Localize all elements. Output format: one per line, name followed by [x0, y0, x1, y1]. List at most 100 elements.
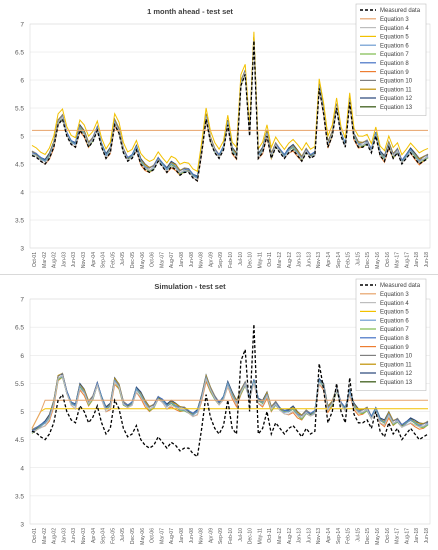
y-tick-label: 7	[20, 297, 24, 304]
legend-label: Equation 6	[380, 43, 409, 49]
x-tick-label: Jul-15	[355, 528, 361, 542]
x-tick-label: Apr-14	[326, 528, 332, 543]
x-tick-label: Jul-15	[355, 252, 361, 266]
x-tick-label: Jun-08	[189, 528, 195, 544]
x-tick-label: Nov-03	[81, 528, 87, 544]
x-tick-label: Oct-01	[32, 252, 38, 267]
x-tick-label: Sep-09	[218, 252, 224, 268]
x-tick-label: Aug-12	[287, 252, 293, 268]
x-tick-label: Jun-03	[71, 528, 77, 544]
x-tick-label: Aug-17	[404, 528, 410, 544]
legend-box	[355, 278, 427, 391]
y-tick-label: 4	[20, 190, 24, 197]
x-tick-label: Apr-09	[208, 528, 214, 543]
x-tick-label: Sep-14	[336, 528, 342, 544]
x-tick-label: Jan-13	[297, 528, 303, 544]
x-tick-label: Nov-08	[199, 528, 205, 544]
legend-label: Measured data	[380, 283, 421, 289]
y-tick-label: 6	[20, 353, 24, 360]
x-tick-label: Nov-08	[199, 252, 205, 268]
y-tick-label: 4.5	[15, 437, 24, 444]
x-tick-label: Jan-03	[61, 528, 67, 544]
y-tick-label: 5.5	[15, 106, 24, 113]
x-tick-label: May-11	[257, 252, 263, 269]
chart-simulation: Simulation - test set 3 3.5 4 4.5 5 5.5 6 6.5 7 Oc…	[15, 278, 431, 545]
x-tick-label: Jun-18	[424, 528, 430, 544]
y-tick-label: 3	[20, 522, 24, 529]
x-tick-label: Nov-03	[81, 252, 87, 268]
legend-label: Equation 13	[380, 105, 413, 111]
x-tick-label: Oct-06	[150, 528, 156, 543]
legend-label: Equation 10	[380, 354, 413, 360]
x-tick-label: Feb-15	[346, 528, 352, 544]
x-tick-label: Jan-13	[297, 252, 303, 268]
x-tick-label: Aug-07	[169, 252, 175, 268]
x-tick-label: Mar-02	[42, 528, 48, 544]
x-tick-label: May-06	[140, 528, 146, 545]
legend-label: Equation 8	[380, 336, 409, 342]
legend-label: Equation 11	[380, 362, 412, 368]
x-tick-label: Feb-10	[228, 252, 234, 268]
legend-label: Equation 4	[380, 301, 409, 307]
x-tick-label: Mar-17	[395, 252, 401, 268]
x-tick-label: Dec-05	[130, 528, 136, 544]
x-tick-label: Dec-15	[365, 528, 371, 544]
legend-box	[355, 3, 427, 116]
legend-label: Equation 13	[380, 380, 413, 386]
x-tick-label: Dec-10	[248, 528, 254, 544]
x-tick-label: Jul-05	[120, 252, 126, 266]
x-tick-label: Jan-03	[61, 252, 67, 268]
x-tick-label: Apr-14	[326, 252, 332, 267]
x-tick-label: Mar-02	[42, 252, 48, 268]
x-tick-label: Jul-10	[238, 528, 244, 542]
x-tick-label: Jan-18	[414, 528, 420, 544]
x-tick-label: Oct-01	[32, 528, 38, 543]
y-tick-label: 6	[20, 78, 24, 85]
y-tick-label: 4.5	[15, 162, 24, 169]
series-line-equation-3	[31, 399, 428, 429]
x-tick-label: Jun-03	[71, 252, 77, 268]
x-tick-label: Aug-02	[52, 252, 58, 268]
x-tick-label: Sep-09	[218, 528, 224, 544]
x-tick-label: Oct-16	[385, 252, 391, 267]
x-tick-label: Mar-07	[159, 252, 165, 268]
x-tick-label: Jun-18	[424, 252, 430, 268]
x-tick-label: Feb-05	[110, 252, 116, 268]
legend-label: Equation 9	[380, 70, 409, 76]
x-tick-label: Sep-04	[101, 252, 107, 268]
legend-label: Equation 11	[380, 87, 412, 93]
legend-label: Equation 5	[380, 310, 409, 316]
x-tick-label: Mar-12	[277, 528, 283, 544]
x-tick-label: Oct-16	[385, 528, 391, 543]
x-tick-label: Jan-08	[179, 528, 185, 544]
x-tick-label: Jul-10	[238, 252, 244, 266]
x-tick-label: Jun-13	[306, 528, 312, 544]
x-tick-label: Oct-06	[150, 252, 156, 267]
x-tick-label: Nov-13	[316, 528, 322, 544]
x-tick-label: Apr-09	[208, 252, 214, 267]
x-tick-label: May-06	[140, 252, 146, 269]
x-tick-label: Nov-13	[316, 252, 322, 268]
x-tick-label: Mar-17	[395, 528, 401, 544]
legend-label: Equation 3	[380, 292, 409, 298]
x-tick-label: Dec-10	[248, 252, 254, 268]
x-tick-label: Aug-12	[287, 528, 293, 544]
x-tick-label: Jan-18	[414, 252, 420, 268]
x-tick-label: Feb-10	[228, 528, 234, 544]
x-tick-label: Jan-08	[179, 252, 185, 268]
x-tick-label: Dec-15	[365, 252, 371, 268]
x-tick-label: Feb-05	[110, 528, 116, 544]
x-tick-label: Jul-05	[120, 528, 126, 542]
x-tick-label: Aug-02	[52, 528, 58, 544]
series-line-measured	[31, 40, 429, 182]
y-tick-label: 7	[20, 22, 24, 29]
x-tick-label: May-16	[375, 528, 381, 545]
legend-label: Equation 9	[380, 345, 409, 351]
x-tick-label: Sep-04	[101, 528, 107, 544]
y-tick-label: 3.5	[15, 493, 24, 500]
panel-divider	[0, 274, 438, 275]
y-tick-label: 5	[20, 134, 24, 141]
y-tick-label: 3	[20, 246, 24, 253]
legend-label: Equation 7	[380, 52, 409, 58]
y-tick-label: 6.5	[15, 325, 24, 332]
